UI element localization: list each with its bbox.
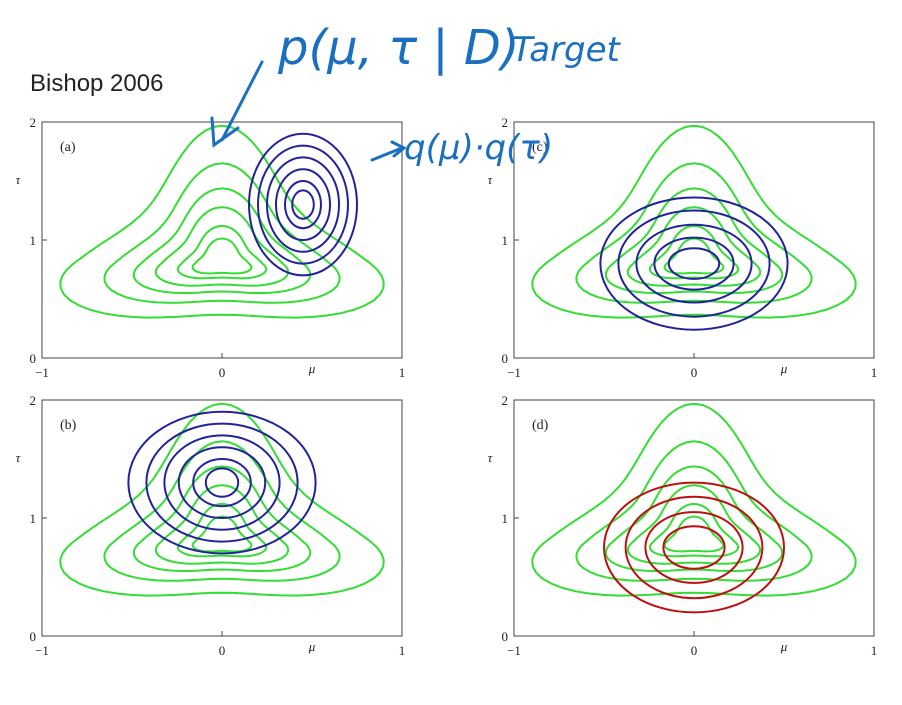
y-tick-label: 2	[30, 393, 37, 408]
target-arrowhead	[210, 116, 240, 148]
approx-arrowhead	[390, 140, 407, 158]
x-axis-label: μ	[780, 639, 788, 654]
target-contour	[531, 402, 857, 597]
x-tick-label: 1	[399, 365, 406, 380]
target-contour	[59, 124, 385, 319]
target-contour	[626, 206, 762, 287]
y-tick-label: 2	[30, 115, 37, 130]
approx-contour	[603, 481, 785, 614]
target-contour	[604, 187, 784, 294]
y-tick-label: 2	[502, 115, 509, 130]
x-tick-label: 0	[219, 643, 226, 658]
target-contour	[154, 484, 290, 565]
approx-contour	[266, 156, 340, 253]
approx-contour	[624, 495, 764, 600]
y-axis-label: τ	[16, 172, 22, 187]
target-contour	[103, 440, 341, 582]
x-axis-label: μ	[780, 361, 788, 376]
approx-contour	[653, 236, 735, 291]
y-tick-label: 0	[502, 629, 509, 644]
approx-contour	[635, 223, 753, 304]
x-tick-label: −1	[35, 365, 49, 380]
x-tick-label: 0	[691, 643, 698, 658]
y-tick-label: 2	[502, 393, 509, 408]
target-label: Target	[512, 30, 620, 70]
target-contour	[103, 162, 341, 304]
approx-contour	[284, 180, 322, 230]
x-tick-label: 1	[399, 643, 406, 658]
axes-frame	[41, 121, 403, 359]
annotation-arrows	[210, 60, 407, 162]
target-contour	[663, 237, 725, 275]
x-axis-label: μ	[308, 361, 316, 376]
x-tick-label: −1	[35, 643, 49, 658]
approx-contour	[662, 525, 726, 570]
target-contour	[575, 162, 813, 304]
axes-frame	[513, 121, 875, 359]
y-tick-label: 1	[502, 511, 509, 526]
x-tick-label: 0	[691, 365, 698, 380]
y-tick-label: 1	[30, 511, 37, 526]
x-tick-label: 1	[871, 643, 878, 658]
target-contour	[191, 237, 253, 275]
approx-arrow	[370, 146, 404, 162]
panel-label: (d)	[532, 418, 549, 433]
y-axis-label: τ	[488, 172, 494, 187]
approx-contour	[204, 467, 240, 498]
y-tick-label: 0	[502, 351, 509, 366]
x-tick-label: 0	[219, 365, 226, 380]
approx-contour	[667, 247, 721, 280]
target-contour	[191, 515, 253, 553]
approx-contour	[257, 144, 349, 265]
y-tick-label: 0	[30, 629, 37, 644]
y-axis-label: τ	[16, 450, 22, 465]
approx-contour	[275, 168, 331, 242]
panel-label: (a)	[60, 140, 76, 155]
x-axis-label: μ	[308, 639, 316, 654]
target-contour	[176, 224, 268, 280]
target-arrow	[220, 60, 264, 142]
x-tick-label: 1	[871, 365, 878, 380]
approx-contour	[177, 446, 267, 520]
target-contour	[154, 206, 290, 287]
approx-contour	[145, 422, 299, 543]
target-contour	[531, 124, 857, 319]
target-contour	[663, 515, 725, 553]
y-tick-label: 1	[30, 233, 37, 248]
approx-contour	[291, 189, 315, 220]
x-tick-label: −1	[507, 643, 521, 658]
approximation-annotation: q(μ)·q(τ)	[404, 128, 554, 168]
target-contour	[59, 402, 385, 597]
target-contour	[575, 440, 813, 582]
approx-contour	[599, 196, 789, 331]
target-contour	[132, 187, 312, 294]
target-contour	[132, 465, 312, 572]
approx-contour	[192, 458, 252, 508]
approx-contour	[644, 511, 744, 584]
approx-contour	[127, 410, 317, 555]
approx-contour	[163, 434, 281, 531]
approx-contour	[248, 132, 358, 277]
x-tick-label: −1	[507, 365, 521, 380]
y-tick-label: 0	[30, 351, 37, 366]
y-axis-label: τ	[488, 450, 494, 465]
target-annotation: p(μ, τ | D)	[278, 20, 520, 76]
axes-frame	[513, 399, 875, 637]
y-tick-label: 1	[502, 233, 509, 248]
approx-contour	[617, 209, 771, 318]
figure-credit: Bishop 2006	[30, 70, 164, 97]
panel-label: (c)	[532, 140, 548, 155]
panel-label: (b)	[60, 418, 77, 433]
